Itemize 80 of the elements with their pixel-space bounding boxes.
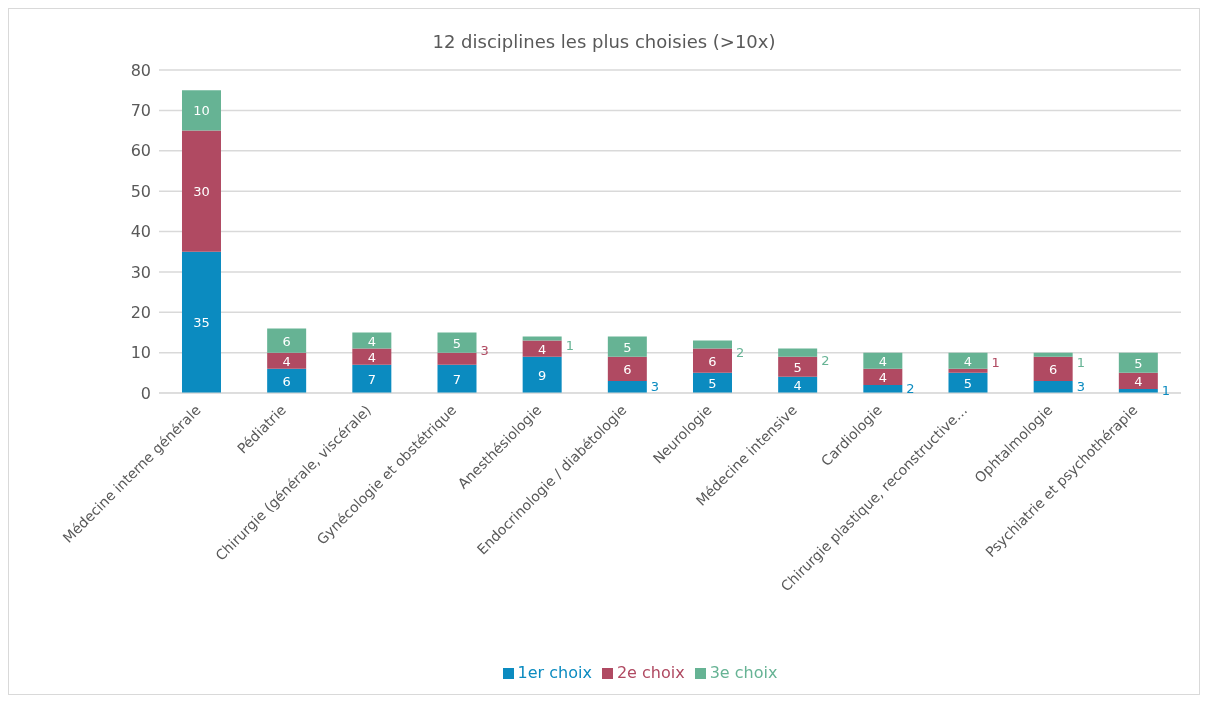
data-label: 1 xyxy=(991,354,1000,370)
data-label: 1 xyxy=(565,338,574,354)
data-label: 3 xyxy=(650,378,660,394)
bar xyxy=(522,340,562,357)
bar xyxy=(1033,356,1073,381)
y-tick-label: 60 xyxy=(130,141,151,161)
data-label: 3 xyxy=(1076,378,1085,394)
y-tick-label: 50 xyxy=(130,181,151,201)
bar xyxy=(182,90,221,131)
bar xyxy=(182,130,221,252)
data-label: 4 xyxy=(367,349,376,365)
data-label: 6 xyxy=(282,373,291,389)
bar xyxy=(1033,380,1073,393)
data-label: 7 xyxy=(452,371,462,387)
bar xyxy=(863,352,903,369)
bar xyxy=(522,356,562,393)
bar xyxy=(182,251,221,393)
bar xyxy=(352,348,392,365)
bar xyxy=(1033,352,1073,357)
data-label: 30 xyxy=(193,184,210,200)
data-label: 4 xyxy=(367,333,376,349)
data-label: 4 xyxy=(1134,373,1143,389)
bar xyxy=(948,352,988,369)
data-label: 5 xyxy=(963,375,973,391)
data-label: 1 xyxy=(1161,382,1171,398)
bar xyxy=(352,332,392,349)
bar xyxy=(267,328,307,353)
bar xyxy=(607,380,647,393)
bar xyxy=(437,364,477,393)
y-tick-label: 40 xyxy=(130,222,151,242)
data-label: 4 xyxy=(282,353,291,369)
data-label: 1 xyxy=(1076,354,1085,370)
bar xyxy=(693,348,732,373)
data-label: 4 xyxy=(538,341,547,357)
bar xyxy=(607,356,647,381)
bar xyxy=(778,356,818,377)
y-tick-label: 20 xyxy=(130,302,151,322)
data-label: 4 xyxy=(878,369,887,385)
data-label: 6 xyxy=(1049,361,1058,377)
data-label: 35 xyxy=(193,315,210,331)
data-label: 9 xyxy=(538,367,547,383)
data-label: 4 xyxy=(963,353,973,369)
data-label: 2 xyxy=(906,380,915,396)
data-label: 10 xyxy=(193,103,210,119)
data-label: 2 xyxy=(821,352,830,368)
bar xyxy=(607,336,647,357)
y-tick-label: 0 xyxy=(140,383,151,403)
data-label: 7 xyxy=(367,371,376,387)
data-label: 6 xyxy=(708,353,717,369)
legend-label: 3e choix xyxy=(709,663,778,682)
bar xyxy=(1118,352,1158,373)
bar xyxy=(863,368,903,385)
y-tick-label: 30 xyxy=(130,262,151,282)
bar xyxy=(267,368,307,393)
bar xyxy=(522,336,562,341)
legend-label: 2e choix xyxy=(616,663,685,682)
data-label: 5 xyxy=(793,359,802,375)
data-label: 4 xyxy=(793,377,802,393)
data-label: 2 xyxy=(735,344,745,360)
data-label: 3 xyxy=(480,342,489,358)
data-label: 6 xyxy=(282,333,291,349)
data-label: 5 xyxy=(452,335,462,351)
bar xyxy=(778,348,818,357)
y-tick-label: 70 xyxy=(130,101,151,121)
legend-label: 1er choix xyxy=(517,663,592,682)
bar xyxy=(948,368,988,373)
data-label: 5 xyxy=(1134,355,1143,371)
bar xyxy=(267,352,307,369)
bar xyxy=(437,332,477,353)
y-tick-label: 10 xyxy=(130,343,151,363)
data-label: 4 xyxy=(878,353,887,369)
y-tick-label: 80 xyxy=(130,60,151,80)
bar xyxy=(693,340,732,349)
data-label: 6 xyxy=(623,361,632,377)
data-label: 5 xyxy=(708,375,717,391)
data-label: 5 xyxy=(623,339,632,355)
bar xyxy=(352,364,392,393)
bar xyxy=(1118,372,1158,389)
bar xyxy=(437,352,477,365)
chart-title: 12 disciplines les plus choisies (>10x) xyxy=(431,30,777,52)
